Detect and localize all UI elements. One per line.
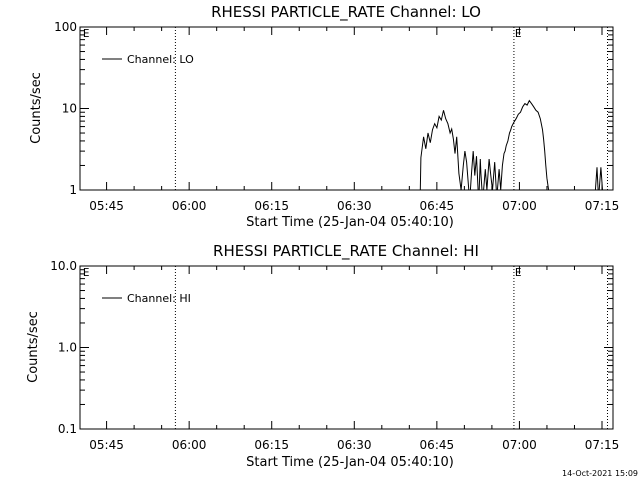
x-tick-label: 06:00 — [172, 199, 207, 213]
chart-title: RHESSI PARTICLE_RATE Channel: HI — [213, 242, 479, 261]
event-marker: E — [515, 27, 522, 40]
series-line — [594, 167, 603, 191]
x-tick-label: 06:45 — [420, 438, 455, 452]
plot-frame — [79, 265, 614, 430]
chart-panel-lo: RHESSI PARTICLE_RATE Channel: LO Start T… — [29, 3, 619, 230]
x-tick-label: 06:30 — [337, 438, 372, 452]
event-marker: E — [515, 266, 522, 279]
x-tick-label: 06:00 — [172, 438, 207, 452]
event-marker: E — [83, 266, 90, 279]
footer-timestamp: 14-Oct-2021 15:09 — [562, 469, 638, 478]
x-tick-label: 07:00 — [502, 199, 537, 213]
y-tick-label: 1.0 — [58, 341, 77, 355]
y-tick-label: 10.0 — [50, 259, 77, 273]
x-tick-label: 05:45 — [89, 199, 124, 213]
y-tick-label: 100 — [54, 20, 77, 34]
chart-panel-hi: RHESSI PARTICLE_RATE Channel: HI Start T… — [26, 242, 619, 470]
plot-frame — [79, 26, 614, 191]
x-tick-label: 06:45 — [420, 199, 455, 213]
x-tick-label: 07:00 — [502, 438, 537, 452]
y-axis-label: Counts/sec — [26, 311, 41, 383]
y-tick-label: 10 — [62, 102, 77, 116]
series-line — [419, 99, 550, 191]
x-tick-label: 06:15 — [254, 199, 289, 213]
x-tick-label: 05:45 — [89, 438, 124, 452]
y-tick-label: 0.1 — [58, 422, 77, 436]
x-tick-label: 07:15 — [585, 438, 620, 452]
event-marker: E — [83, 27, 90, 40]
chart-title: RHESSI PARTICLE_RATE Channel: LO — [211, 3, 481, 22]
x-tick-label: 06:30 — [337, 199, 372, 213]
x-tick-label: 06:15 — [254, 438, 289, 452]
y-tick-label: 1 — [69, 183, 77, 197]
x-axis-label: Start Time (25-Jan-04 05:40:10) — [246, 215, 454, 230]
x-axis-label: Start Time (25-Jan-04 05:40:10) — [246, 455, 454, 470]
legend-entry: Channel: LO — [127, 53, 194, 66]
y-axis-label: Counts/sec — [29, 72, 44, 144]
x-tick-label: 07:15 — [585, 199, 620, 213]
legend-entry: Channel: HI — [127, 292, 191, 305]
